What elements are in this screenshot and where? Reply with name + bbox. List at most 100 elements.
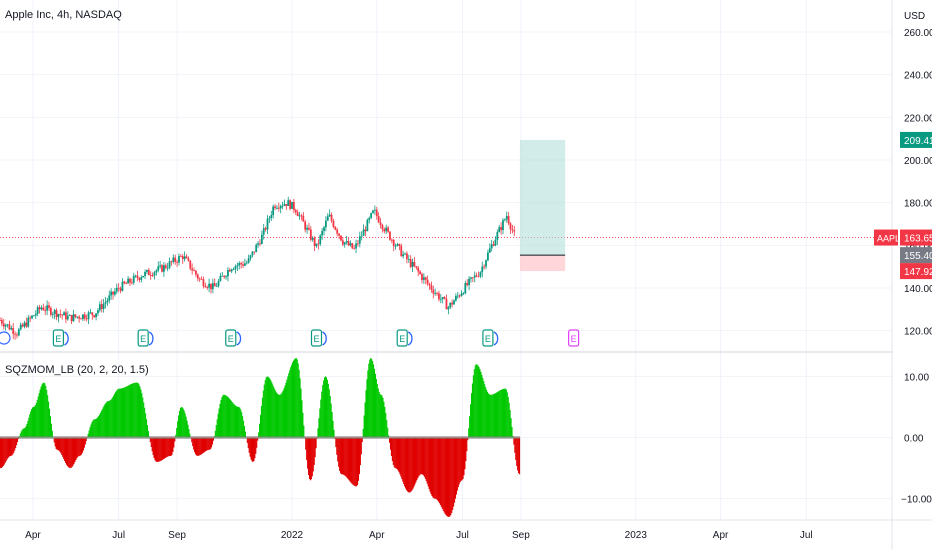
price-tick-label: 220.00 (904, 113, 932, 124)
candle-body (445, 298, 448, 310)
histogram-bar (373, 364, 375, 438)
histogram-bar (444, 437, 446, 514)
histogram-bar (440, 437, 442, 507)
histogram-bar (2, 437, 4, 466)
histogram-bar (396, 437, 398, 470)
candle-body (406, 253, 408, 260)
histogram-bar (238, 406, 240, 438)
histogram-bar (317, 428, 319, 438)
histogram-bar (163, 437, 165, 459)
candle-body (247, 258, 250, 263)
histogram-bar (28, 417, 30, 438)
indicator-axis[interactable]: 10.00 0.00 −10.00 (901, 372, 932, 505)
price-labels: 209.41 163.65 155.40 147.92 AAPL (874, 131, 932, 280)
candle-body (347, 241, 350, 246)
histogram-bar (340, 437, 343, 475)
histogram-bar (43, 382, 45, 438)
histogram-bar (220, 400, 222, 438)
candle-body (70, 315, 73, 322)
histogram-bar (279, 394, 281, 438)
candle-body (108, 295, 111, 301)
candle-body (0, 320, 3, 324)
histogram-bar (260, 405, 263, 438)
histogram-bar (118, 388, 120, 438)
histogram-bar (399, 437, 401, 475)
histogram-bar (116, 389, 118, 438)
histogram-bar (172, 437, 174, 452)
histogram-bar (100, 410, 102, 438)
candle-body (451, 302, 454, 305)
histogram-bar (402, 437, 404, 482)
histogram-bar (280, 393, 282, 438)
candle-body (503, 219, 506, 221)
candle-body (366, 219, 369, 232)
histogram-bar (425, 437, 427, 482)
histogram-bar (92, 420, 94, 438)
candle-body (155, 270, 158, 273)
histogram-bar (85, 437, 87, 442)
histogram-bar (421, 437, 423, 475)
candle-body (129, 278, 131, 283)
histogram-bar (55, 437, 57, 449)
histogram-bar (453, 437, 455, 507)
time-tick-label: Apr (25, 530, 41, 541)
time-axis[interactable]: Apr Jul Sep 2022 Apr Jul Sep 2023 Apr Jul (25, 530, 812, 541)
histogram-bar (27, 420, 29, 438)
histogram-bar (255, 437, 257, 454)
candle-body (360, 235, 363, 237)
candle-body (215, 286, 218, 287)
histogram-bar (268, 377, 270, 438)
histogram-bar (307, 437, 309, 469)
histogram-bar (67, 437, 69, 468)
histogram-bar (436, 437, 438, 500)
candle-body (114, 291, 116, 295)
histogram-bar (202, 437, 204, 454)
histogram-bar (276, 393, 279, 438)
candle-body (325, 220, 327, 228)
candle-body (76, 316, 79, 318)
candle-body (106, 300, 109, 303)
histogram-bar (330, 403, 332, 438)
histogram-bar (261, 397, 263, 438)
histogram-bar (411, 437, 413, 491)
histogram-bar (416, 437, 418, 481)
histogram-bar (286, 379, 288, 438)
price-tick-label: 260.00 (904, 28, 932, 39)
histogram-bar (455, 437, 457, 495)
histogram-bar (264, 380, 266, 438)
histogram-bar (13, 437, 15, 453)
histogram-bar (510, 418, 512, 438)
histogram-bar (173, 437, 175, 448)
earnings-marker-label: E (571, 334, 577, 344)
candle-body (63, 312, 65, 316)
time-tick-label: Sep (168, 530, 186, 541)
candle-body (276, 207, 278, 209)
candle-body (439, 298, 442, 300)
candle-body (8, 324, 11, 330)
candle-body (328, 214, 331, 217)
histogram-bar (42, 383, 44, 438)
candle-body (44, 310, 47, 311)
histogram-bar (102, 407, 104, 438)
histogram-bar (296, 359, 298, 438)
price-tick-label: 140.00 (904, 284, 932, 295)
histogram-bar (159, 437, 161, 462)
candle-body (321, 230, 324, 236)
price-axis[interactable]: 120.00 140.00 160.00 180.00 200.00 220.00 240.… (904, 28, 932, 338)
candle-body (61, 314, 64, 316)
candle-body (104, 302, 107, 304)
position-tool[interactable] (519, 139, 566, 272)
candle-body (168, 261, 171, 268)
earnings-marker-label: E (313, 334, 319, 344)
candle-body (264, 228, 267, 230)
histogram-bar (246, 437, 248, 443)
histogram-bar (517, 437, 519, 471)
histogram-bar (412, 437, 414, 489)
candle-body (249, 255, 252, 259)
histogram-bar (291, 362, 294, 438)
histogram-bar (194, 437, 197, 455)
histogram-bar (104, 403, 106, 438)
candle-body (473, 275, 476, 278)
candle-body (323, 227, 325, 231)
